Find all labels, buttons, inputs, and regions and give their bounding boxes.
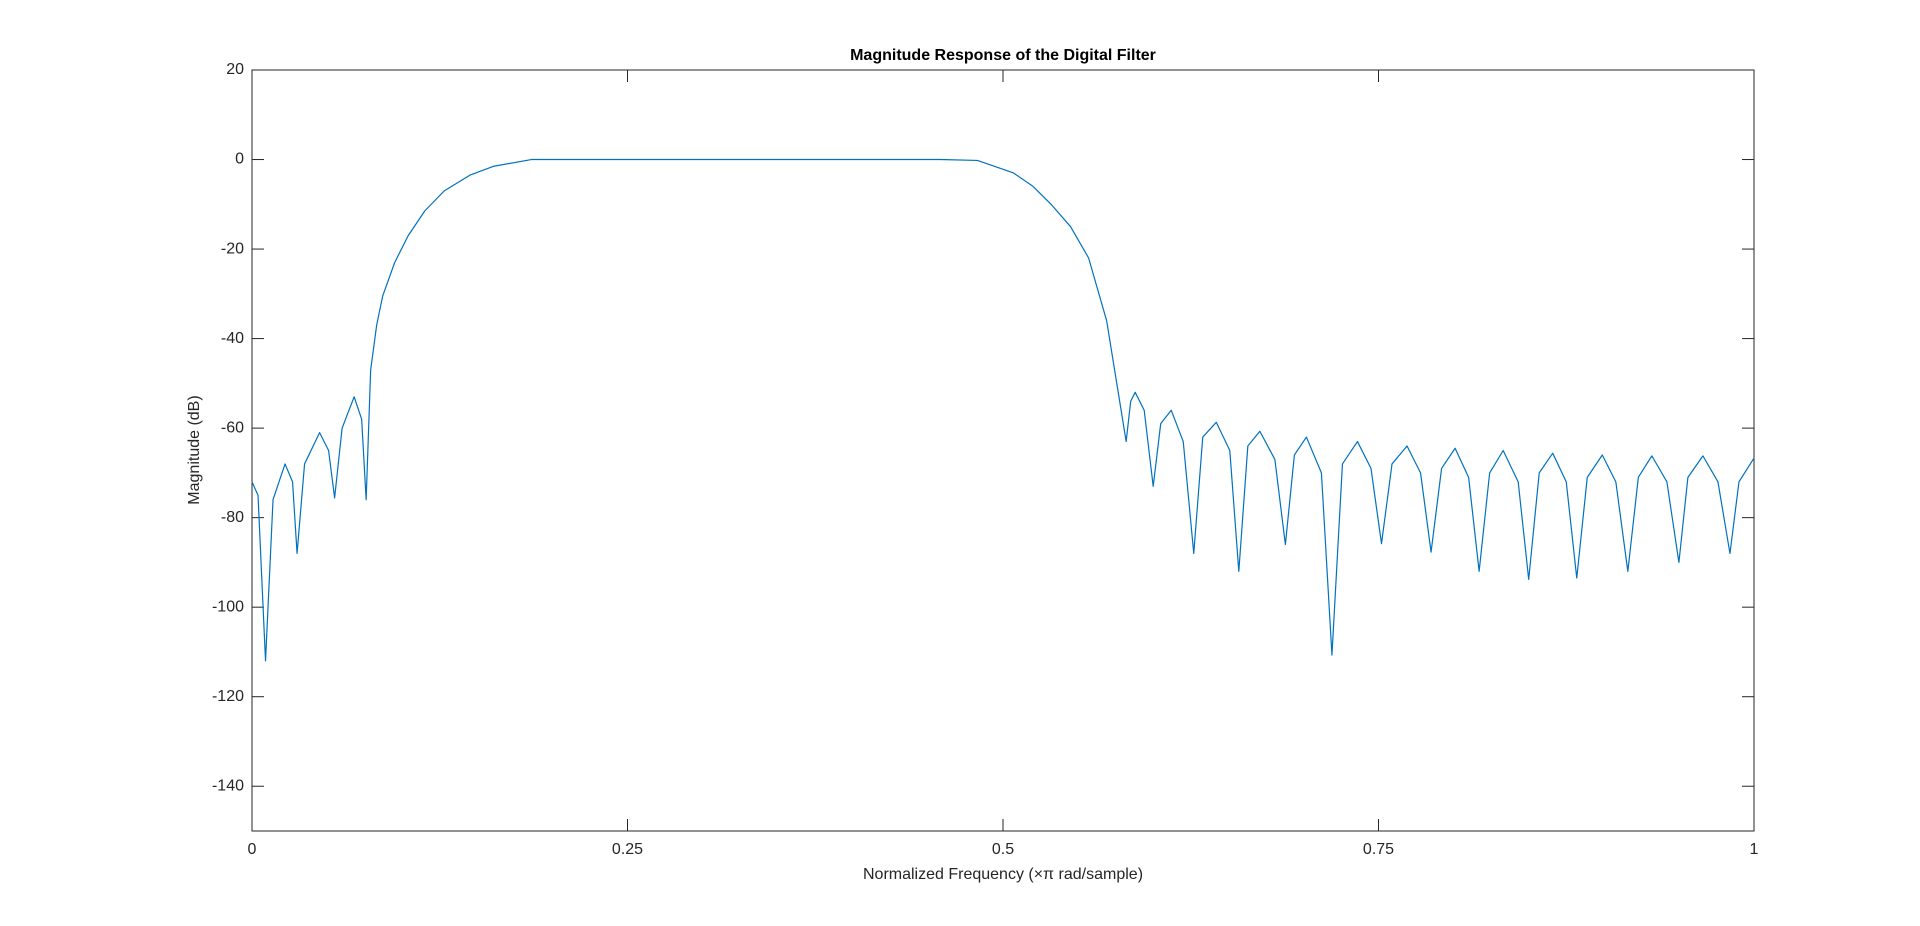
y-tick-label: -60 xyxy=(221,419,244,436)
x-tick-label: 1 xyxy=(1750,841,1759,858)
y-tick-label: -20 xyxy=(221,240,244,257)
chart-title: Magnitude Response of the Digital Filter xyxy=(850,47,1156,64)
y-tick-label: -80 xyxy=(221,509,244,526)
y-tick-label: -140 xyxy=(212,777,244,794)
y-tick-label: -100 xyxy=(212,598,244,615)
x-tick-label: 0.75 xyxy=(1363,841,1394,858)
x-tick-label: 0 xyxy=(248,841,257,858)
y-axis-label: Magnitude (dB) xyxy=(186,395,203,504)
y-tick-label: 20 xyxy=(226,61,244,78)
y-tick-label: -120 xyxy=(212,688,244,705)
x-tick-label: 0.5 xyxy=(992,841,1014,858)
x-tick-label: 0.25 xyxy=(612,841,643,858)
y-tick-label: 0 xyxy=(235,151,244,168)
y-tick-label: -40 xyxy=(221,330,244,347)
x-axis-label: Normalized Frequency (×π rad/sample) xyxy=(863,866,1143,883)
response-line xyxy=(251,158,1755,662)
